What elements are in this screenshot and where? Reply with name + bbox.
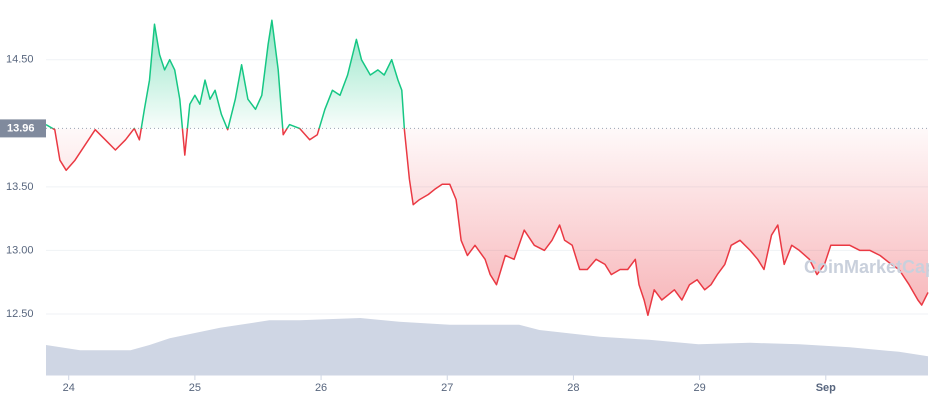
baseline-label: 13.96 — [7, 122, 35, 134]
x-tick-label: 26 — [315, 382, 327, 394]
price-area — [46, 20, 928, 316]
y-tick-label: 12.50 — [6, 308, 34, 320]
x-tick-label: 25 — [189, 382, 201, 394]
x-tick-label: 29 — [693, 382, 705, 394]
x-tick-label: 27 — [441, 382, 453, 394]
x-tick-label: 24 — [63, 382, 75, 394]
y-tick-label: 13.00 — [6, 244, 34, 256]
baseline-label-box — [0, 119, 46, 138]
y-tick-label: 13.50 — [6, 181, 34, 193]
watermark: CoinMarketCap — [804, 257, 929, 277]
x-tick-label: Sep — [816, 382, 836, 394]
x-tick-label: 28 — [567, 382, 579, 394]
volume-area — [46, 318, 928, 375]
price-line — [45, 19, 929, 317]
y-tick-label: 14.50 — [6, 54, 34, 66]
